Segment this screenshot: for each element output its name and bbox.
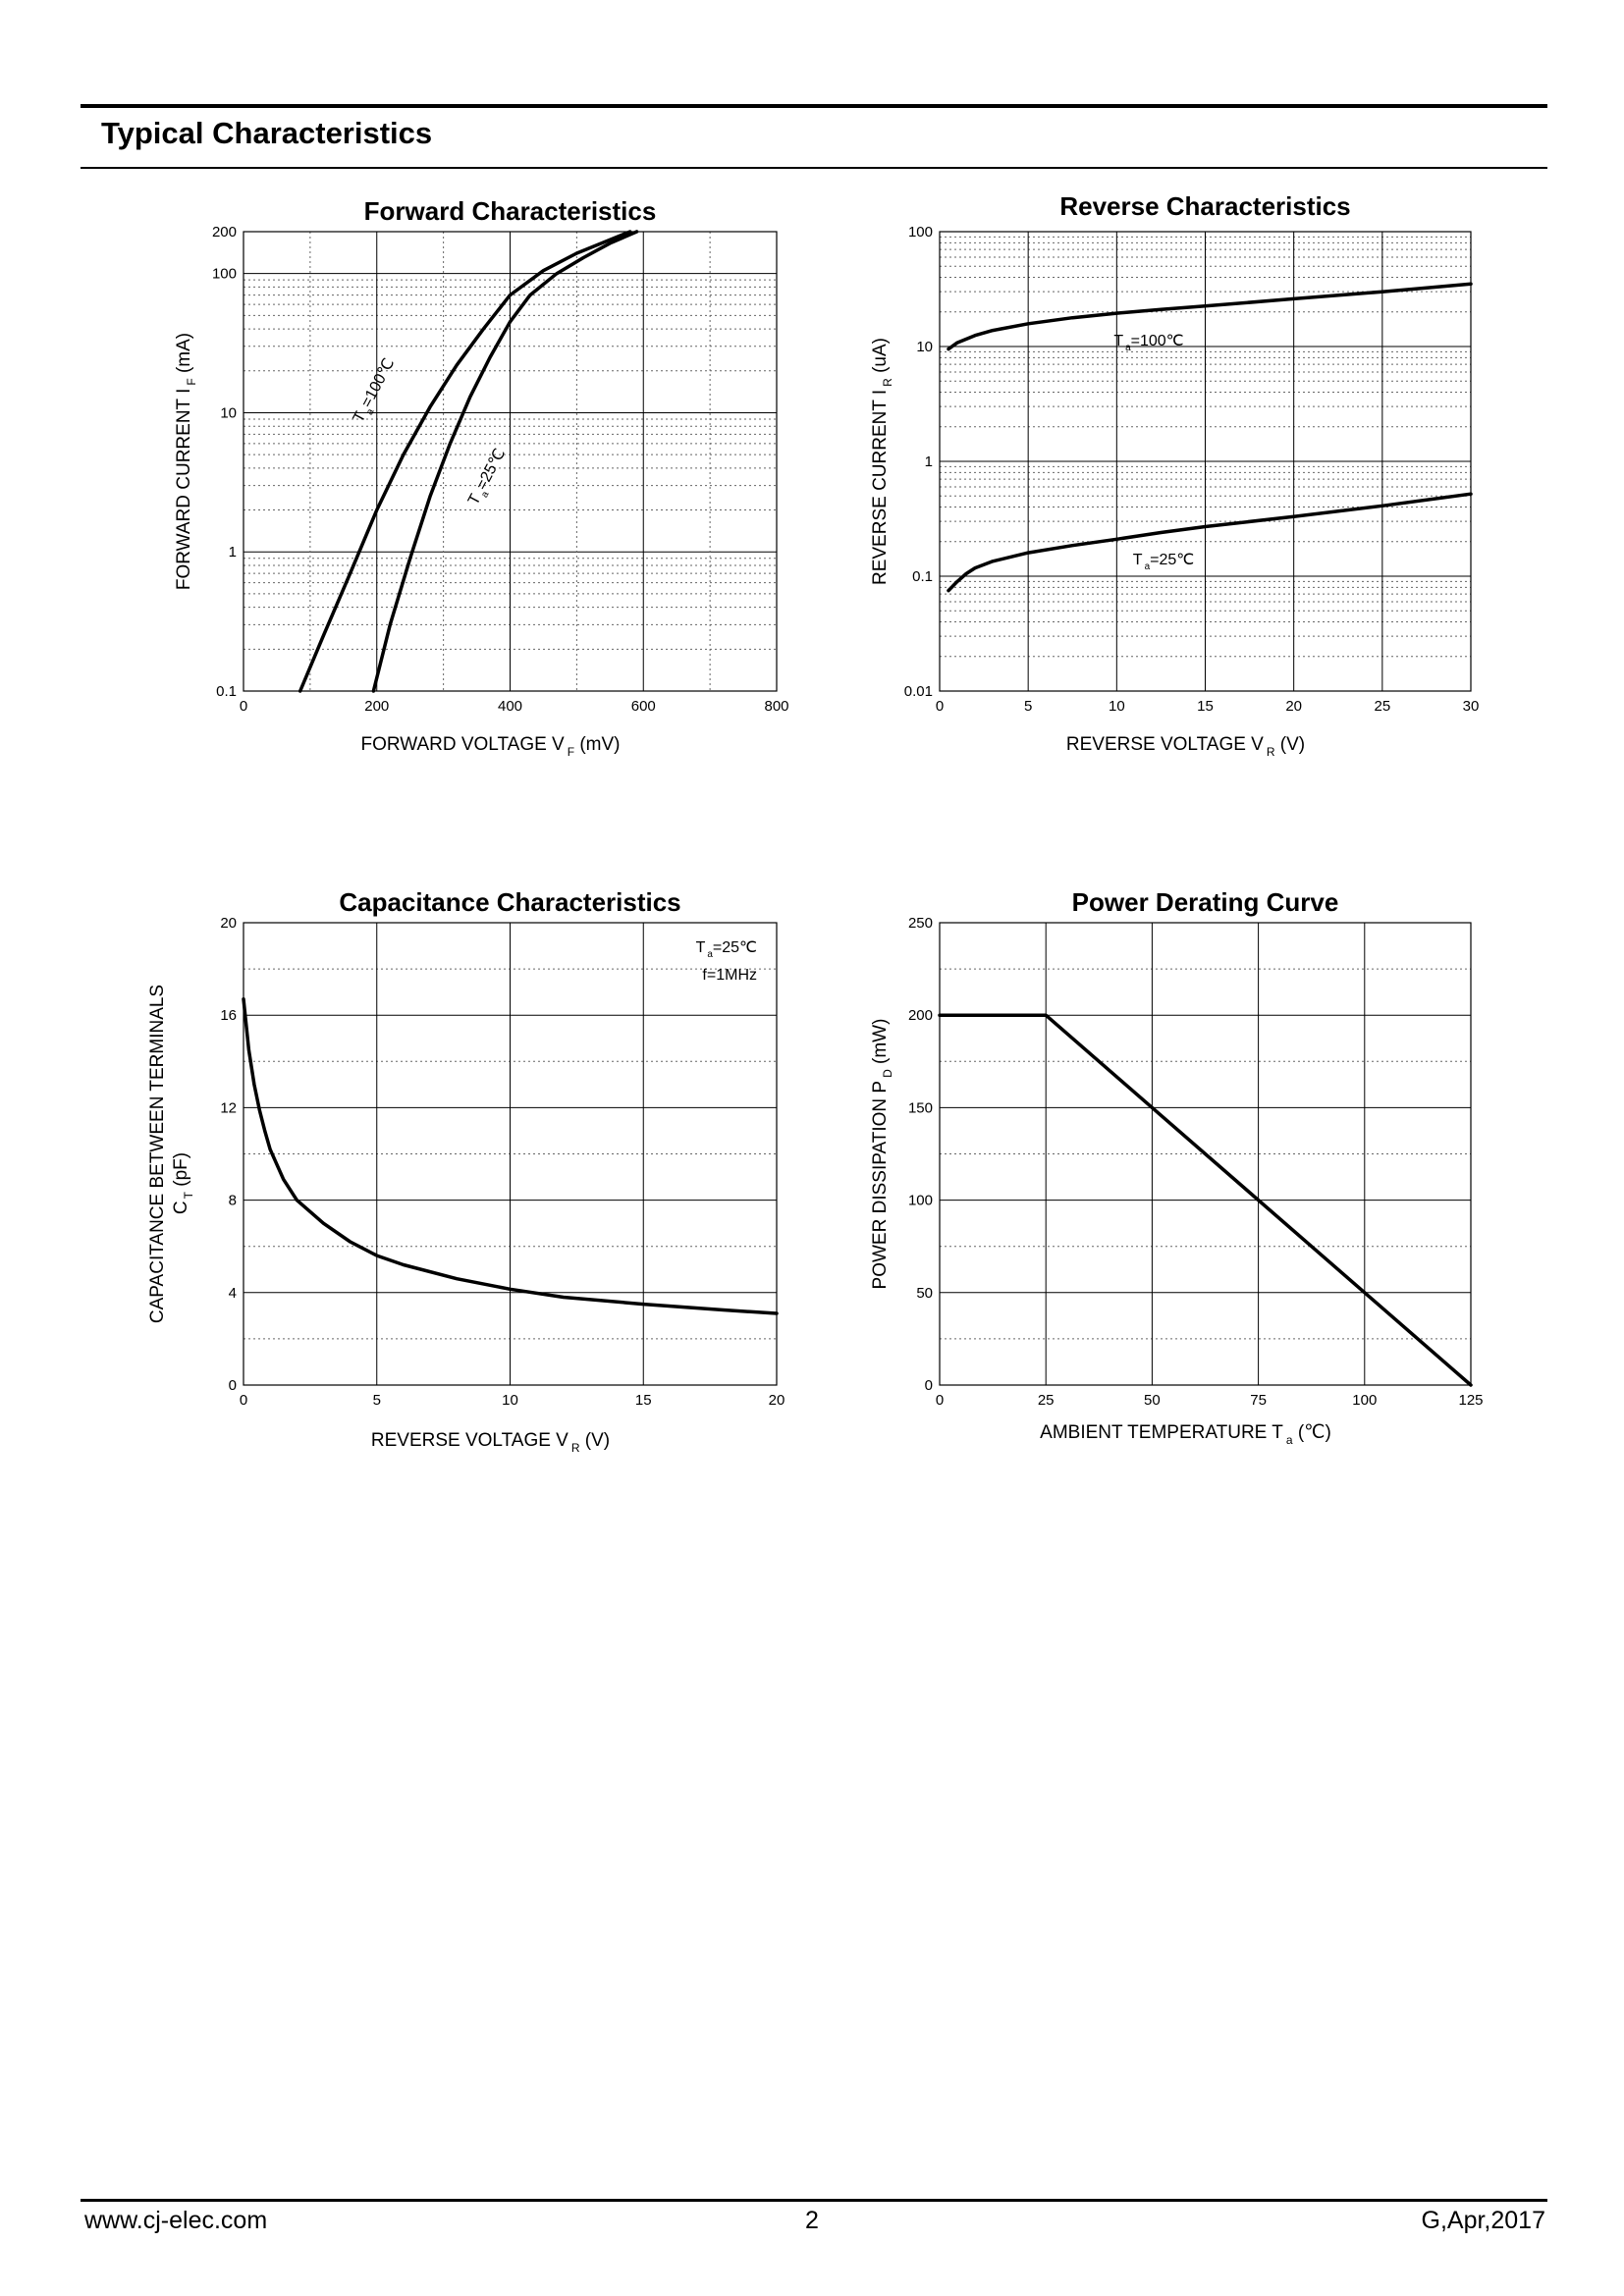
grid-reverse: [940, 232, 1471, 691]
chart-title: Forward Characteristics: [364, 196, 657, 226]
x-tick-label: 125: [1458, 1392, 1483, 1409]
x-tick-label: 5: [1024, 698, 1032, 715]
x-tick-label: 15: [635, 1392, 652, 1409]
x-tick-label: 200: [364, 698, 389, 715]
x-tick-label: 600: [631, 698, 656, 715]
y-tick-label: 10: [220, 404, 237, 421]
chart-derating: 0 25 50 75 100 125 0 50 100 150 200 250 Power Derati…: [870, 887, 1484, 1447]
series-label-group: Ta=100℃: [351, 355, 402, 427]
y-tick-label: 8: [229, 1193, 237, 1209]
series-line: [242, 996, 779, 1315]
x-tick-label: 20: [769, 1392, 785, 1409]
y-tick-label: 150: [908, 1099, 933, 1116]
chart-title: Capacitance Characteristics: [339, 887, 680, 917]
grid-capacitance: [244, 923, 777, 1385]
x-tick-label: 25: [1374, 698, 1390, 715]
x-tick-label: 20: [1285, 698, 1302, 715]
section-title: Typical Characteristics: [101, 116, 433, 150]
series-label: Ta=100℃: [351, 355, 402, 427]
y-tick-label: 1: [925, 454, 933, 470]
y-tick-label: 0.1: [216, 683, 237, 700]
y-tick-label: 250: [908, 915, 933, 932]
x-tick-label: 0: [240, 698, 247, 715]
chart-reverse: 0 5 10 15 20 25 30 0.01 0.1 1 10 100 Reverse Charact…: [870, 191, 1479, 759]
series-line: [938, 1013, 1473, 1387]
x-tick-label: 100: [1352, 1392, 1377, 1409]
x-tick-label: 75: [1250, 1392, 1267, 1409]
x-tick-label: 0: [936, 1392, 944, 1409]
y-tick-label: 10: [916, 339, 933, 355]
series-line: [298, 230, 632, 693]
chart-title: Reverse Characteristics: [1059, 191, 1350, 221]
series-label-group: Ta=25℃: [465, 446, 513, 509]
x-tick-label: 10: [1109, 698, 1125, 715]
x-tick-label: 15: [1197, 698, 1214, 715]
y-axis-label: CAPACITANCE BETWEEN TERMINALS CT (pF): [147, 985, 195, 1323]
x-tick-label: 400: [498, 698, 522, 715]
footer-website: www.cj-elec.com: [84, 2207, 268, 2234]
x-tick-label: 800: [764, 698, 788, 715]
y-axis-label: POWER DISSIPATION PD (mW): [870, 1019, 894, 1290]
x-tick-label: 50: [1144, 1392, 1161, 1409]
plot-frame: [939, 922, 1472, 1386]
plot-frame: [939, 231, 1472, 692]
x-tick-label: 0: [240, 1392, 247, 1409]
x-tick-label: 30: [1463, 698, 1480, 715]
y-tick-label: 0.01: [904, 683, 933, 700]
footer-rule: [81, 2199, 1547, 2202]
y-tick-label: 0.1: [912, 568, 933, 585]
series-line: [947, 282, 1473, 351]
y-tick-label: 1: [229, 544, 237, 561]
y-tick-label: 12: [220, 1099, 237, 1116]
top-rule: [81, 104, 1547, 108]
plot-frame: [243, 922, 778, 1386]
x-tick-label: 5: [373, 1392, 381, 1409]
series-line: [947, 492, 1473, 593]
series-label: Ta=25℃: [465, 446, 513, 509]
chart-title: Power Derating Curve: [1072, 887, 1339, 917]
x-tick-label: 0: [936, 698, 944, 715]
chart-forward: 0 200 400 600 800 0.1 1 10 100 200 Forward Charact…: [174, 196, 789, 759]
y-tick-label: 100: [212, 266, 237, 283]
x-tick-label: 10: [502, 1392, 518, 1409]
x-tick-label: 25: [1038, 1392, 1055, 1409]
y-tick-label: 0: [925, 1377, 933, 1394]
series-line: [371, 230, 639, 693]
y-axis-label: REVERSE CURRENT IR (uA): [870, 338, 894, 585]
y-tick-label: 200: [212, 224, 237, 240]
plot-frame: [243, 231, 778, 692]
chart-note-frequency: f=1MHz: [702, 967, 757, 984]
y-tick-label: 100: [908, 224, 933, 240]
chart-capacitance: 0 5 10 15 20 0 4 8 12 16 20 Capacitance Characteris…: [147, 887, 785, 1455]
y-axis-label: FORWARD CURRENT IF (mA): [174, 333, 198, 590]
footer-page-number: 2: [805, 2207, 819, 2234]
footer-revision: G,Apr,2017: [1421, 2207, 1545, 2234]
y-tick-label: 100: [908, 1193, 933, 1209]
y-tick-label: 50: [916, 1285, 933, 1302]
y-tick-label: 20: [220, 915, 237, 932]
y-tick-label: 4: [229, 1285, 237, 1302]
section-rule: [81, 167, 1547, 169]
grid-forward: [244, 232, 777, 691]
y-tick-label: 16: [220, 1007, 237, 1024]
y-tick-label: 200: [908, 1007, 933, 1024]
y-tick-label: 0: [229, 1377, 237, 1394]
